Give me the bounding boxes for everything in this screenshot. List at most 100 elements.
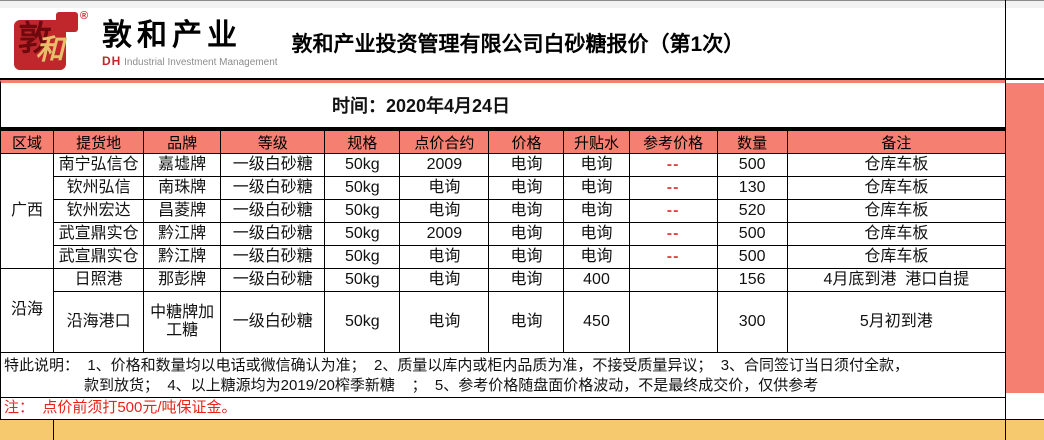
- table-cell: 156: [716, 268, 788, 292]
- table-row: 武宣鼎实仓 黔江牌 一级白砂糖 50kg 电询 电询 电询 -- 500 仓库车板: [1, 245, 1007, 269]
- table-cell: 电询: [488, 291, 565, 353]
- table-cell: 沿海港口: [53, 291, 145, 353]
- table-cell: --: [628, 245, 718, 269]
- company-logo-icon: 敦 和 ®: [8, 10, 96, 76]
- table-row: 广西 南宁弘信仓 嘉墟牌 一级白砂糖 50kg 2009 电询 电询 -- 500 仓库车板: [0, 153, 1007, 269]
- table-cell: 电询: [563, 245, 630, 269]
- table-cell: 50kg: [324, 199, 401, 223]
- table-cell: [628, 268, 718, 292]
- right-salmon-strip: [1006, 83, 1044, 393]
- table-cell: 520: [716, 199, 788, 223]
- brand-text-block: 敦和产业 DH Industrial Investment Management: [96, 19, 278, 68]
- table-cell: 50kg: [324, 153, 401, 177]
- table-cell: 仓库车板: [786, 199, 1007, 223]
- column-header-9: 数量: [716, 130, 788, 154]
- table-cell: 一级白砂糖: [220, 222, 326, 246]
- table-cell: 500: [716, 222, 788, 246]
- table-cell: 电询: [399, 291, 490, 353]
- table-cell: 仓库车板: [786, 176, 1007, 200]
- table-cell: 嘉墟牌: [143, 153, 222, 177]
- table-row: 沿海 日照港 那彭牌 一级白砂糖 50kg 电询 电询 400 156 4月底到港 港口自提: [0, 268, 1007, 353]
- brand-name-cn: 敦和产业: [102, 17, 242, 53]
- table-cell: 130: [716, 176, 788, 200]
- note-line-2: 款到放货； 4、以上糖源均为2019/20榨季新糖 ； 5、参考价格随盘面价格波…: [84, 377, 819, 394]
- registered-trademark-icon: ®: [80, 10, 89, 22]
- table-row: 武宣鼎实仓 黔江牌 一级白砂糖 50kg 2009 电询 电询 -- 500 仓库车板: [1, 222, 1007, 246]
- table-cell: --: [628, 222, 718, 246]
- table-cell: 电询: [563, 153, 630, 177]
- table-cell: 2009: [399, 222, 490, 246]
- table-cell: 50kg: [324, 291, 401, 353]
- column-header-7: 升贴水: [563, 130, 630, 154]
- table-cell: 500: [716, 245, 788, 269]
- notes-section: 特此说明： 1、价格和数量均以电话或微信确认为准； 2、质量以库内或柜内品质为准…: [0, 353, 1006, 398]
- table-cell: 电询: [399, 199, 490, 223]
- header-band: 敦 和 ® 敦和产业 DH Industrial Investment Mana…: [0, 8, 1044, 78]
- table-cell: 仓库车板: [786, 245, 1007, 269]
- table-cell: 仓库车板: [786, 153, 1007, 177]
- right-border-line: [1005, 0, 1006, 440]
- time-row: 时间：2020年4月24日: [0, 80, 1006, 130]
- column-header-3: 等级: [220, 130, 326, 154]
- table-cell: 电询: [488, 268, 565, 292]
- table-cell: 一级白砂糖: [220, 268, 326, 292]
- table-cell: 那彭牌: [143, 268, 222, 292]
- table-cell: 电询: [488, 153, 565, 177]
- table-cell: --: [628, 153, 718, 177]
- table-cell: 电询: [563, 176, 630, 200]
- header-divider-rule: [0, 78, 1044, 80]
- table-cell: 300: [716, 291, 788, 353]
- table-cell: 50kg: [324, 268, 401, 292]
- table-cell: 黔江牌: [143, 245, 222, 269]
- logo-dun-glyph: 敦: [18, 19, 52, 59]
- brand-dh: DH: [102, 53, 122, 68]
- table-cell: 钦州弘信: [53, 176, 145, 200]
- table-header-row: 区域 提货地 品牌 等级 规格 点价合约 价格 升贴水 参考价格 数量 备注: [0, 130, 1007, 154]
- table-row: 沿海港口 中糖牌加工糖 一级白砂糖 50kg 电询 电询 450 300 5月初到港: [1, 291, 1007, 353]
- table-cell: 中糖牌加工糖: [143, 291, 222, 353]
- table-cell: 电询: [488, 199, 565, 223]
- logo-he-glyph: 和: [36, 33, 65, 66]
- table-cell: 电询: [488, 222, 565, 246]
- table-cell: 钦州宏达: [53, 199, 145, 223]
- table-cell: 50kg: [324, 222, 401, 246]
- table-cell: 南珠牌: [143, 176, 222, 200]
- table-cell: 武宣鼎实仓: [53, 222, 145, 246]
- column-header-2: 品牌: [143, 130, 222, 154]
- column-header-1: 提货地: [53, 130, 145, 154]
- contact-bar: 联系人： 0571-88336790 15968129698（李） 186723…: [0, 419, 1044, 440]
- table-cell: --: [628, 176, 718, 200]
- table-cell: 500: [716, 153, 788, 177]
- table-cell: 一级白砂糖: [220, 245, 326, 269]
- time-label: 时间：2020年4月24日: [331, 96, 511, 116]
- table-cell: 5月初到港: [786, 291, 1007, 353]
- table-cell: 电询: [399, 176, 490, 200]
- table-cell: 2009: [399, 153, 490, 177]
- table-cell: 一级白砂糖: [220, 176, 326, 200]
- logo-square-large: [14, 20, 66, 70]
- table-cell: 一级白砂糖: [220, 153, 326, 177]
- table-cell: 南宁弘信仓: [53, 153, 145, 177]
- brand-en-text: Industrial Investment Management: [121, 56, 278, 68]
- page-title: 敦和产业投资管理有限公司白砂糖报价（第1次）: [291, 33, 745, 56]
- table-cell: 一级白砂糖: [220, 199, 326, 223]
- table-cell: 450: [563, 291, 630, 353]
- contact-divider-left: [53, 420, 54, 440]
- brand-name-en: DH Industrial Investment Management: [102, 54, 278, 68]
- table-cell: 黔江牌: [143, 222, 222, 246]
- table-cell: 4月底到港 港口自提: [786, 268, 1007, 292]
- column-header-5: 点价合约: [399, 130, 490, 154]
- table-cell: 日照港: [53, 268, 145, 292]
- table-cell: 400: [563, 268, 630, 292]
- table-cell: --: [628, 199, 718, 223]
- table-row: 钦州宏达 昌菱牌 一级白砂糖 50kg 电询 电询 电询 -- 520 仓库车板: [1, 199, 1007, 223]
- table-cell: 仓库车板: [786, 222, 1007, 246]
- table-cell: 电询: [399, 245, 490, 269]
- table-cell: 电询: [399, 268, 490, 292]
- table-cell: 电询: [563, 222, 630, 246]
- table-cell: 电询: [488, 176, 565, 200]
- table-cell: 50kg: [324, 245, 401, 269]
- column-header-4: 规格: [324, 130, 401, 154]
- column-header-0: 区域: [0, 130, 55, 154]
